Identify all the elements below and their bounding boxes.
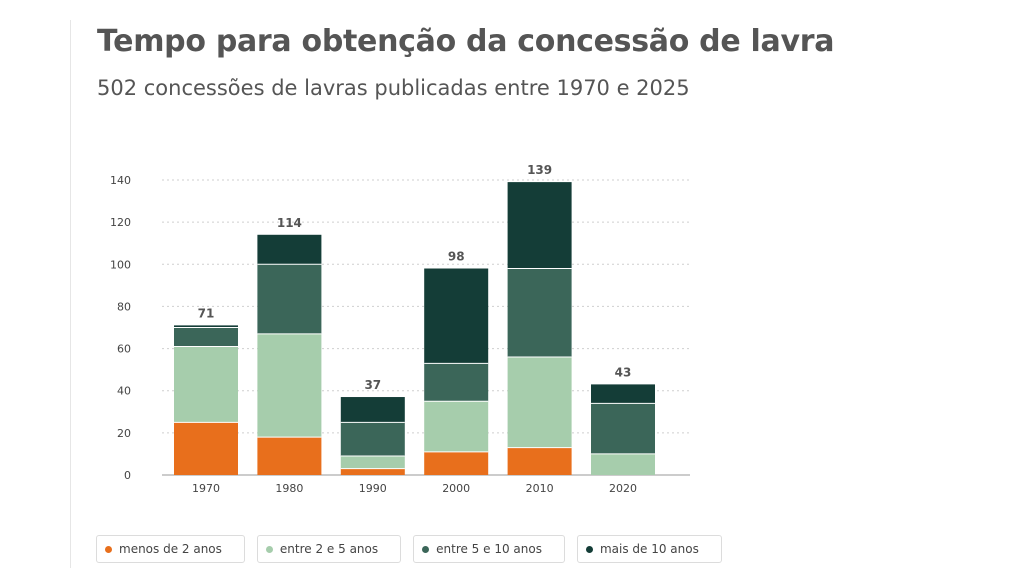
bar-segment[interactable] bbox=[257, 234, 322, 265]
x-tick-label: 1990 bbox=[359, 482, 387, 495]
y-tick-label: 60 bbox=[117, 343, 131, 356]
bar-segment[interactable] bbox=[340, 422, 405, 457]
bar-total-label: 37 bbox=[364, 378, 381, 392]
legend-label: entre 2 e 5 anos bbox=[279, 542, 379, 556]
y-tick-label: 100 bbox=[110, 258, 131, 271]
x-tick-label: 1970 bbox=[192, 482, 220, 495]
bar-segment[interactable] bbox=[174, 346, 238, 423]
bar-segment[interactable] bbox=[591, 453, 655, 475]
x-axis: 1970 1980 1990 2000 2010 2020 bbox=[192, 482, 637, 495]
bar-segment[interactable] bbox=[591, 403, 655, 454]
bar-segment[interactable] bbox=[424, 401, 489, 452]
bar-segment[interactable] bbox=[174, 325, 238, 328]
bar-segment[interactable] bbox=[257, 333, 322, 438]
bar-segment[interactable] bbox=[257, 264, 322, 334]
legend-swatch bbox=[422, 545, 430, 553]
bar-segment[interactable] bbox=[507, 357, 572, 448]
legend-swatch bbox=[105, 545, 112, 553]
bar-segment[interactable] bbox=[507, 182, 572, 269]
chart-subtitle: 502 concessões de lavras publicadas entr… bbox=[97, 76, 690, 100]
y-axis: 0 20 40 60 80 100 120 140 bbox=[110, 174, 131, 482]
legend-item[interactable]: entre 5 e 10 anos bbox=[413, 535, 565, 563]
bars bbox=[174, 182, 655, 475]
bar-total-label: 43 bbox=[615, 365, 632, 379]
bar-total-label: 139 bbox=[527, 163, 552, 177]
legend-swatch bbox=[585, 545, 593, 553]
legend-item[interactable]: entre 2 e 5 anos bbox=[256, 535, 402, 563]
bar-total-label: 71 bbox=[198, 306, 215, 320]
bar-segment[interactable] bbox=[507, 447, 572, 475]
bar-segment[interactable] bbox=[340, 397, 405, 423]
bar-totals: 71 114 37 98 139 43 bbox=[198, 163, 632, 392]
y-tick-label: 40 bbox=[117, 385, 131, 398]
y-tick-label: 120 bbox=[110, 216, 131, 229]
y-tick-label: 0 bbox=[124, 469, 131, 482]
chart-title: Tempo para obtenção da concessão de lavr… bbox=[97, 24, 835, 59]
bar-segment[interactable] bbox=[424, 363, 489, 402]
y-tick-label: 140 bbox=[110, 174, 131, 187]
legend-label: mais de 10 anos bbox=[599, 542, 699, 556]
bar-total-label: 98 bbox=[448, 250, 465, 264]
bar-segment[interactable] bbox=[257, 437, 322, 475]
bar-segment[interactable] bbox=[174, 327, 238, 347]
legend-item[interactable]: menos de 2 anos bbox=[96, 535, 245, 563]
x-tick-label: 2010 bbox=[526, 482, 554, 495]
legend: menos de 2 anos entre 2 e 5 anos entre 5 e… bbox=[96, 535, 722, 563]
x-tick-label: 2020 bbox=[609, 482, 637, 495]
y-tick-label: 20 bbox=[117, 427, 131, 440]
bar-segment[interactable] bbox=[174, 422, 238, 475]
bar-segment[interactable] bbox=[340, 456, 405, 469]
legend-label: menos de 2 anos bbox=[119, 542, 222, 556]
bar-segment[interactable] bbox=[507, 268, 572, 358]
bar-total-label: 114 bbox=[277, 216, 302, 230]
x-tick-label: 1980 bbox=[275, 482, 303, 495]
x-tick-label: 2000 bbox=[442, 482, 470, 495]
bar-segment[interactable] bbox=[591, 384, 655, 404]
bar-segment[interactable] bbox=[340, 468, 405, 475]
left-divider bbox=[70, 20, 71, 568]
legend-item[interactable]: mais de 10 anos bbox=[576, 535, 722, 563]
bar-segment[interactable] bbox=[424, 451, 489, 475]
legend-label: entre 5 e 10 anos bbox=[436, 542, 542, 556]
y-tick-label: 80 bbox=[117, 300, 131, 313]
legend-swatch bbox=[265, 545, 273, 553]
bar-segment[interactable] bbox=[424, 268, 489, 364]
